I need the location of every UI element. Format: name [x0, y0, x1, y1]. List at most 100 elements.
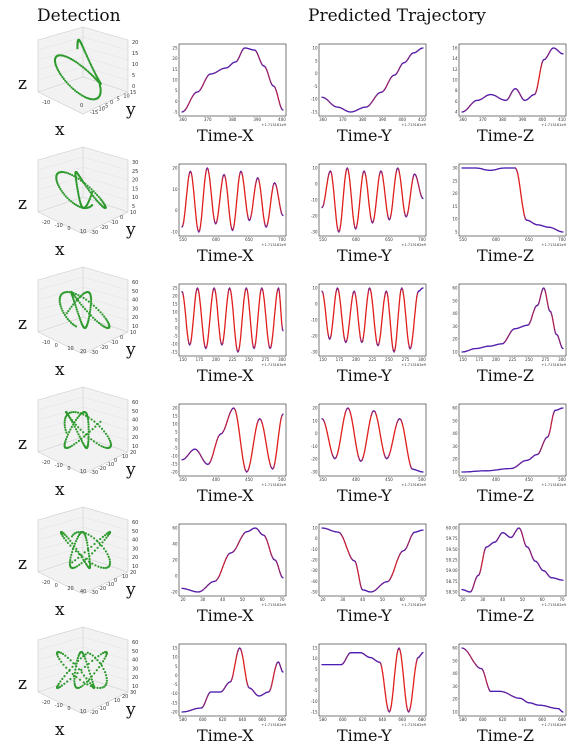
y-tick-label: 10 [172, 187, 178, 192]
y-tick-label: 15 [172, 67, 178, 72]
trajectory-segment [241, 655, 245, 663]
trajectory-point [89, 302, 93, 305]
trajectory-point [73, 443, 76, 446]
trajectory-point [99, 311, 102, 314]
trajectory-point [66, 196, 69, 200]
trajectory-segment [403, 299, 406, 310]
trajectory-segment [203, 180, 206, 191]
trajectory-segment [233, 217, 236, 226]
axes-back-edges [37, 27, 129, 93]
plot-frame [458, 523, 567, 597]
trajectory-segment [259, 187, 262, 196]
trajectory-point [85, 53, 88, 56]
x-tick-label: 175 [336, 357, 344, 362]
trajectory-point [68, 84, 71, 87]
trajectory-segment [230, 224, 233, 230]
trajectory-segment [536, 81, 539, 89]
trajectory-segment [272, 317, 275, 329]
trajectory-point [101, 541, 104, 544]
trajectory-point [63, 313, 66, 317]
trajectory-point [91, 428, 94, 431]
trajectory-segment [370, 292, 373, 301]
x-tick-label: 680 [558, 717, 566, 722]
trajectory-segment [211, 293, 214, 302]
trajectory-point [77, 550, 80, 553]
trajectory-segment [394, 172, 397, 180]
trajectory-segment [219, 190, 222, 200]
trajectory-segment [344, 168, 348, 175]
trajectory-point [88, 60, 91, 63]
y-tick-label: -15 [311, 110, 318, 115]
trajectory-segment [550, 418, 553, 425]
trajectory-point [71, 296, 74, 299]
trajectory-segment [480, 560, 484, 567]
trajectory-segment [190, 332, 193, 341]
trajectory-segment [278, 198, 281, 205]
trajectory-segment [254, 335, 258, 344]
trajectory-point [100, 662, 103, 666]
trajectory-segment [209, 308, 212, 319]
plot-frame [458, 43, 567, 117]
trajectory-segment [194, 210, 197, 221]
trajectory-point [77, 314, 81, 318]
offset-label: +1.713162e9 [261, 603, 286, 607]
x-tick-label: 370 [204, 117, 212, 122]
y-tick-label: 0 [110, 100, 113, 106]
trajectory-segment [394, 660, 397, 671]
offset-label: +1.713163e9 [541, 363, 566, 367]
trajectory-point [88, 672, 92, 675]
trajectory-point [56, 182, 59, 185]
y-tick-label: 20 [452, 337, 458, 342]
trajectory-point [78, 533, 81, 537]
y-tick-label: 58.50 [446, 590, 458, 595]
trajectory-segment [356, 449, 359, 457]
trajectory-segment [226, 416, 230, 422]
trajectory-point [85, 660, 88, 663]
trajectory-segment [278, 424, 281, 434]
detection-3d-plot: 60 50 40 30 20 10 -20 0 20 40 -30 -20 -10 0 10 20 [28, 502, 143, 602]
trajectory-point [93, 196, 96, 199]
panel-label: Time-Z [477, 366, 534, 385]
trajectory-segment [347, 168, 350, 175]
panel-label: Time-Z [477, 126, 534, 145]
y-tick-label: 5 [175, 318, 178, 323]
trajectory-segment [325, 183, 328, 190]
y-tick-label: 30 [452, 684, 458, 689]
trajectory-segment [189, 338, 192, 345]
trajectory-segment [384, 694, 388, 703]
trajectory-point [66, 680, 69, 683]
trajectory-segment [355, 301, 358, 310]
offset-label: +1.713162e9 [261, 483, 286, 487]
y-tick-label: 5 [455, 230, 458, 235]
trajectory-point [85, 55, 88, 58]
trajectory-segment [271, 326, 275, 337]
trajectory-point [108, 560, 112, 563]
trajectory-segment [371, 299, 374, 309]
y-tick-label: 15 [172, 414, 178, 419]
trajectory-segment [255, 423, 258, 431]
trajectory-point [91, 562, 94, 565]
x-tick-label: 60 [540, 597, 546, 602]
trajectory-segment [183, 301, 186, 311]
trajectory-point [75, 306, 78, 309]
y-tick-label: 0 [315, 182, 318, 187]
y-tick-label: 10 [123, 93, 129, 99]
trajectory-segment [415, 658, 418, 664]
trajectory-segment [203, 342, 206, 348]
trajectory-segment [364, 443, 367, 452]
trajectory-segment [194, 292, 197, 301]
trajectory-segment [251, 205, 254, 213]
trajectory-segment [417, 181, 420, 187]
z-tick-label: 20 [132, 178, 138, 184]
trajectory-point [102, 445, 105, 449]
grid-line [37, 166, 84, 181]
trajectory-segment [216, 307, 219, 318]
trajectory-segment [356, 566, 359, 572]
trajectory-segment [407, 342, 410, 348]
offset-label: +1.713161e9 [261, 123, 286, 127]
trajectory-segment [396, 648, 399, 655]
x-tick-label: 0 [55, 343, 58, 349]
grid-line [82, 666, 129, 681]
